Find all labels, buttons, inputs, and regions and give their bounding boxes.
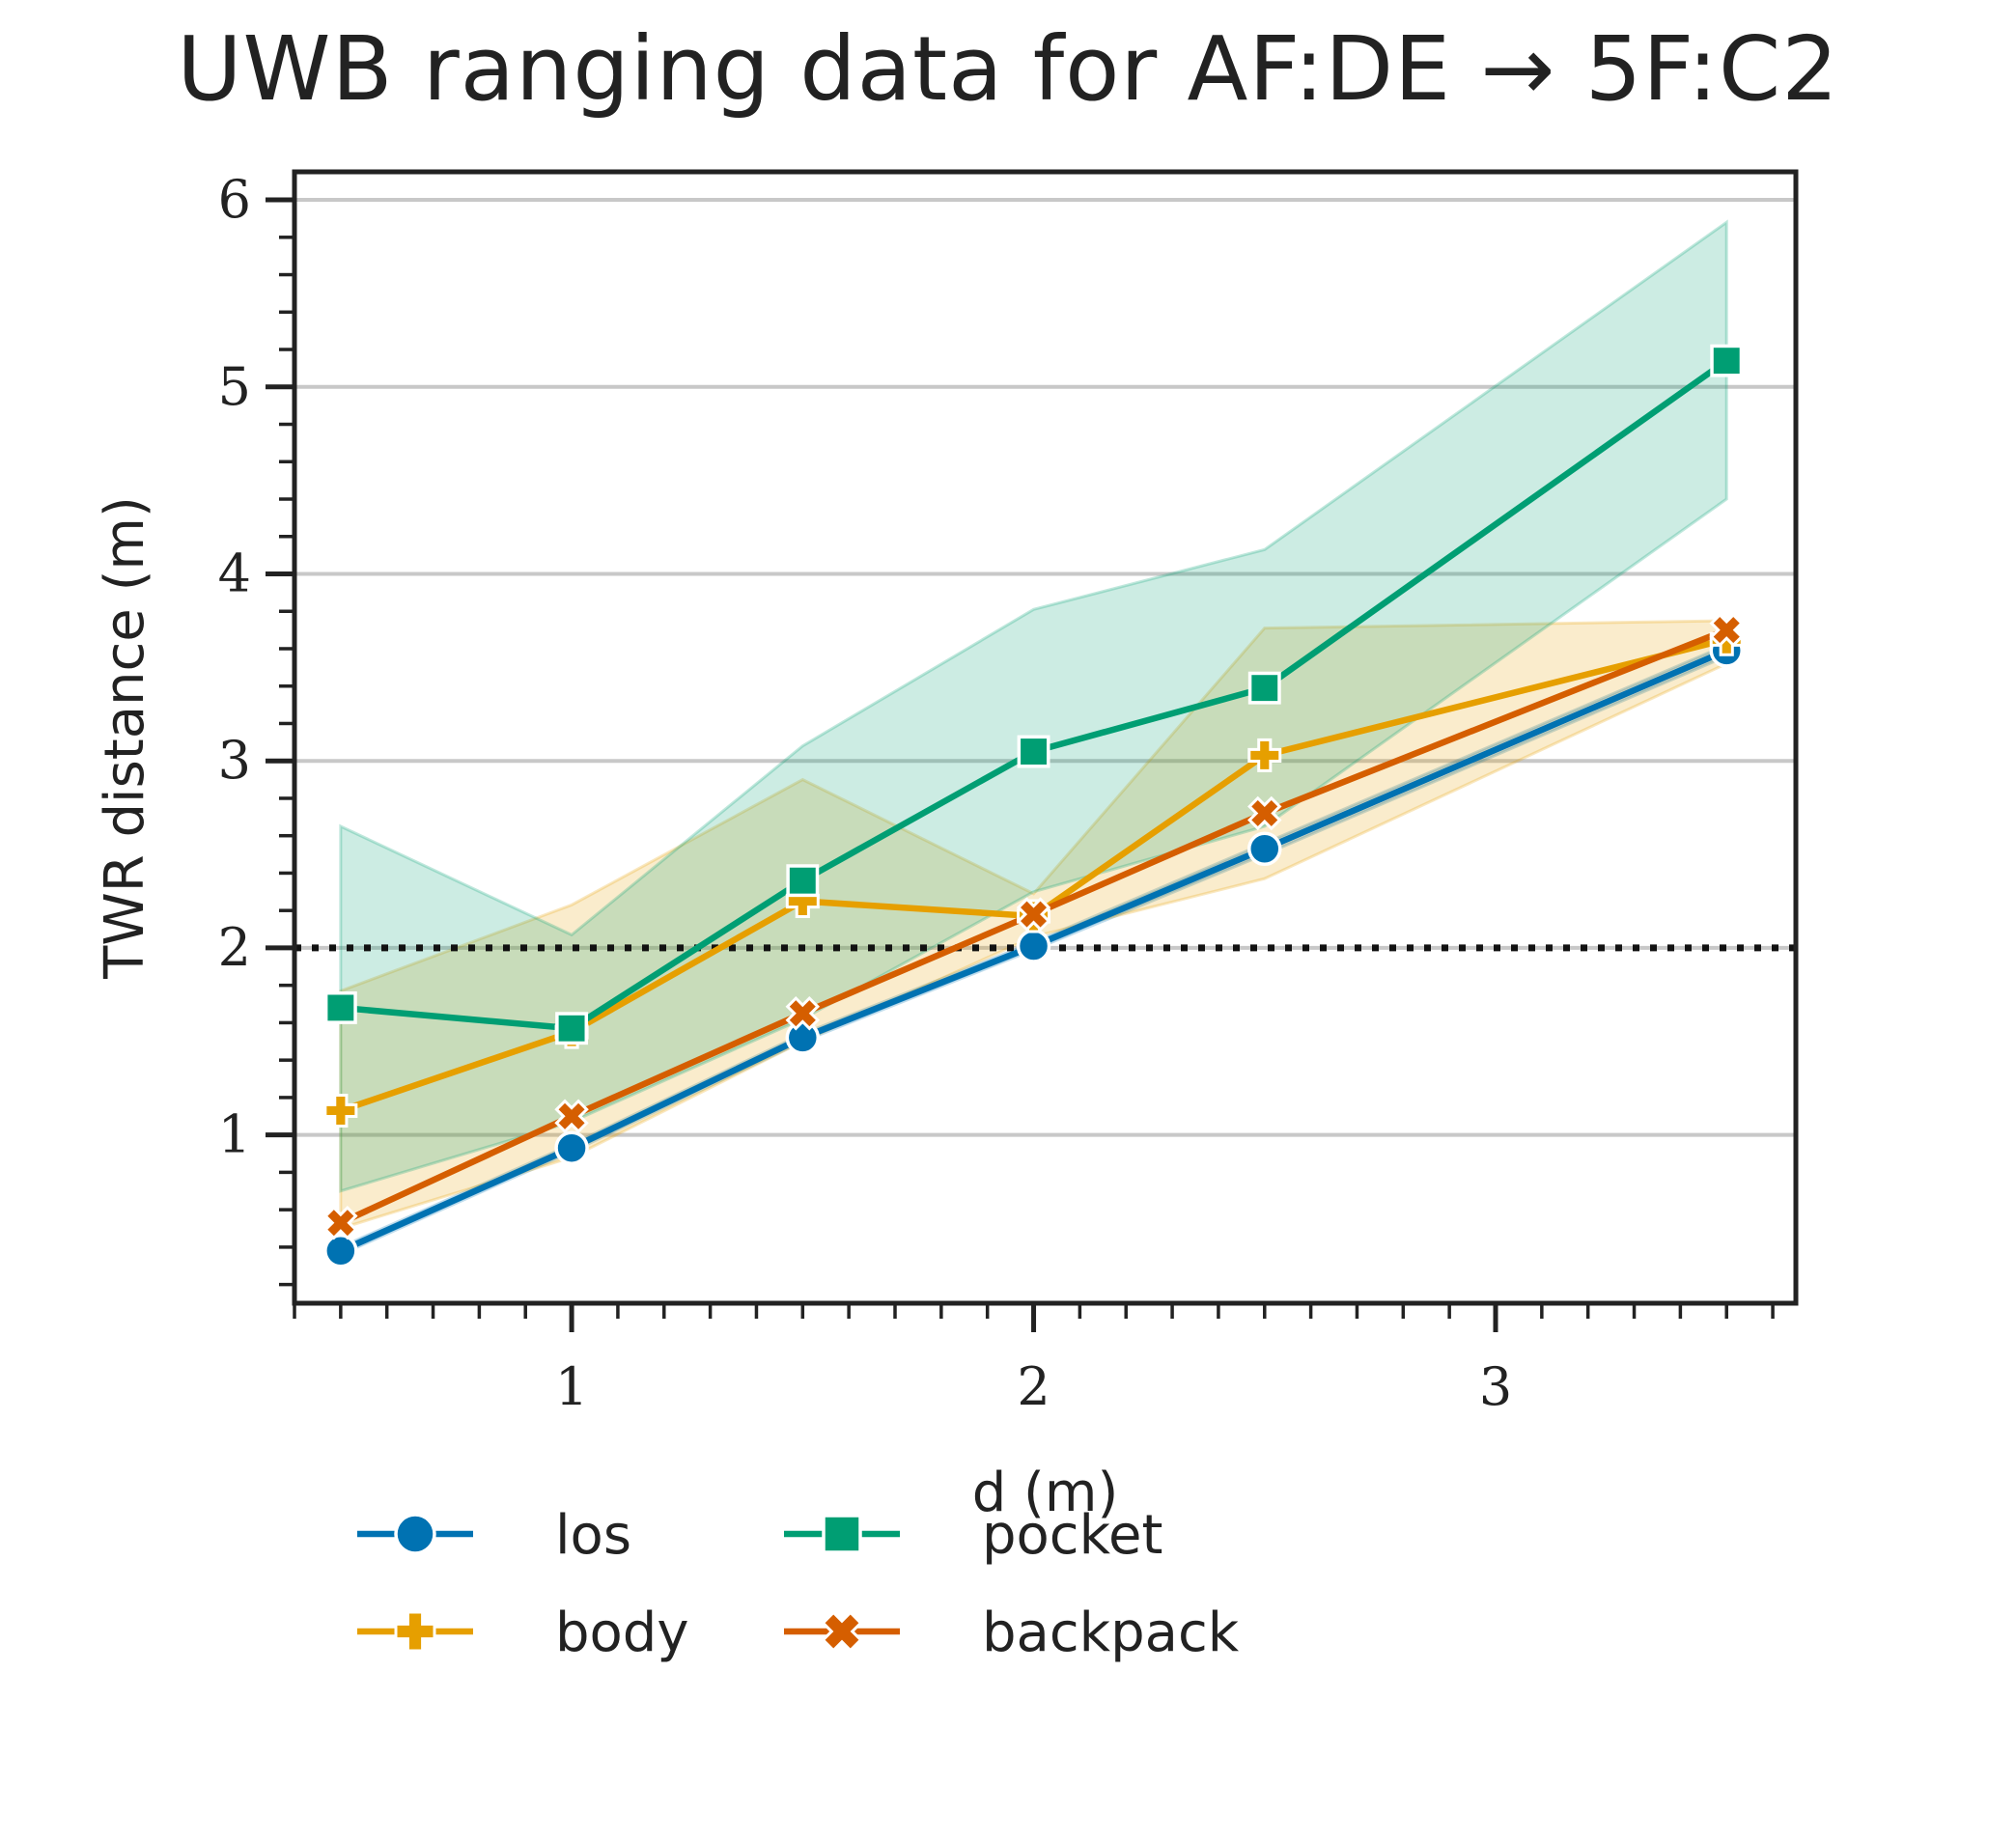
series-lines: [339, 358, 1729, 1254]
x-axis-label: d (m): [972, 1462, 1119, 1524]
y-tick-label: 4: [218, 543, 251, 603]
y-tick-label: 3: [218, 730, 251, 791]
legend-item-backpack: backpack: [784, 1602, 1240, 1664]
data-point-los: [1247, 831, 1282, 867]
data-point-pocket: [1710, 344, 1744, 377]
y-axis: 1 2 3 4 5 6: [218, 169, 294, 1287]
data-point-body: [1247, 738, 1282, 772]
series-line-pocket: [340, 358, 1729, 1032]
data-point-los: [554, 1130, 589, 1165]
legend-item-los: los: [357, 1504, 631, 1567]
data-point-backpack: [1016, 897, 1051, 932]
data-point-backpack: [1247, 795, 1282, 831]
data-point-los: [1016, 929, 1051, 963]
data-point-backpack: [1709, 612, 1744, 648]
legend-label: pocket: [982, 1504, 1162, 1567]
legend-item-pocket: pocket: [784, 1504, 1162, 1567]
series-line-backpack: [339, 627, 1728, 1226]
y-tick-label: 2: [218, 917, 251, 978]
data-point-pocket: [1247, 671, 1281, 705]
y-tick-label: 6: [218, 169, 251, 230]
y-tick-label: 5: [218, 356, 251, 417]
data-point-los: [323, 1234, 358, 1268]
legend-marker-pocket: [822, 1514, 862, 1554]
legend-label: backpack: [982, 1602, 1240, 1664]
legend-label: los: [555, 1504, 631, 1567]
data-point-pocket: [1017, 735, 1050, 768]
legend: los body pocket backpack: [357, 1504, 1240, 1664]
y-axis-label: TWR distance (m): [94, 496, 156, 980]
legend-marker-backpack: [821, 1610, 863, 1653]
data-point-backpack: [554, 1099, 589, 1134]
data-point-body: [323, 1093, 358, 1128]
x-axis: 1 2 3: [293, 1303, 1775, 1417]
x-tick-label: 2: [1017, 1356, 1050, 1417]
y-tick-label: 1: [218, 1104, 251, 1165]
legend-item-body: body: [357, 1602, 689, 1664]
data-point-backpack: [323, 1205, 358, 1240]
data-point-pocket: [786, 864, 820, 898]
series-markers: [323, 344, 1744, 1268]
legend-marker-body: [394, 1610, 436, 1653]
data-point-los: [785, 1020, 821, 1055]
series-line-body: [339, 636, 1728, 1114]
data-point-pocket: [323, 990, 357, 1024]
x-tick-label: 1: [555, 1356, 588, 1417]
chart-title: UWB ranging data for AF:DE → 5F:C2: [177, 17, 1839, 121]
legend-marker-los: [394, 1513, 436, 1555]
data-point-pocket: [555, 1012, 589, 1045]
data-point-backpack: [785, 996, 821, 1031]
series-line-los: [339, 647, 1728, 1254]
x-tick-label: 3: [1479, 1356, 1512, 1417]
plot-frame: [292, 169, 1799, 1306]
legend-label: body: [555, 1602, 689, 1664]
